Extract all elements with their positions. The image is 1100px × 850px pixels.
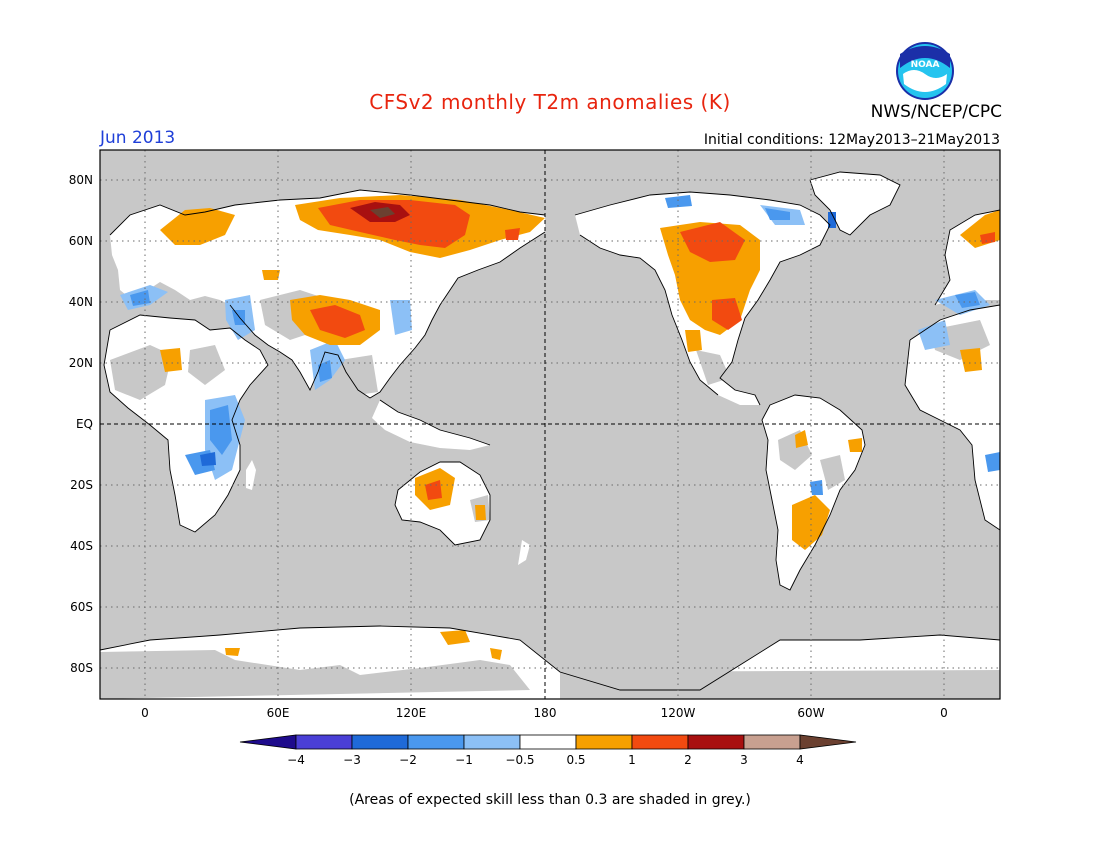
warm-anomaly-mexico [685, 330, 702, 352]
lat-label: EQ [76, 417, 93, 431]
colorbar-tick-label: −4 [287, 753, 305, 767]
colorbar-segment [631, 734, 689, 750]
colorbar-tick-label: −3 [343, 753, 361, 767]
lat-label: 80N [69, 173, 93, 187]
colorbar: −4 −3 −2 −1 −0.5 0.5 1 2 3 4 [239, 734, 857, 767]
colorbar-tick-label: −1 [455, 753, 473, 767]
colorbar-segment [519, 734, 577, 750]
warm-anomaly-tibet-core [310, 305, 365, 338]
colorbar-segment [407, 734, 465, 750]
lon-label: 0 [940, 706, 948, 720]
colorbar-segment [463, 734, 521, 750]
warm-anomaly-argentina [792, 495, 830, 550]
initial-conditions: Initial conditions: 12May2013–21May2013 [703, 132, 1000, 148]
landmass-greenland [810, 172, 900, 235]
colorbar-tick-label: 2 [684, 753, 692, 767]
warm-anomaly-antarctica [440, 630, 470, 645]
lat-label: 80S [70, 661, 93, 675]
colorbar-segment [743, 734, 801, 750]
colorbar-tick-label: −2 [399, 753, 417, 767]
noaa-logo: NOAA [896, 42, 954, 100]
lat-label: 20S [70, 478, 93, 492]
forecast-period: Jun 2013 [100, 128, 176, 148]
warm-anomaly-sahel [160, 348, 182, 372]
graticule [100, 150, 1000, 699]
lon-label: 120E [396, 706, 427, 720]
colorbar-tick-label: 1 [628, 753, 636, 767]
lon-label: 120W [661, 706, 696, 720]
lat-label: 60S [70, 600, 93, 614]
colorbar-segment [351, 734, 409, 750]
lat-label: 40S [70, 539, 93, 553]
warm-anomaly-brazil [795, 430, 808, 448]
landmass-new-zealand [518, 540, 530, 565]
colorbar-segment [575, 734, 633, 750]
chart-title: CFSv2 monthly T2m anomalies (K) [369, 90, 731, 114]
cold-anomaly-china [390, 300, 412, 335]
cold-anomaly-sahara-east [918, 320, 950, 350]
warm-anomaly-australia-east [475, 505, 486, 520]
warm-anomaly-scandinavia [160, 208, 235, 245]
colorbar-segment [239, 734, 297, 750]
landmass-madagascar [246, 460, 256, 490]
colorbar-tick-label: 0.5 [566, 753, 585, 767]
map-frame [99, 149, 1001, 700]
colorbar-segment [799, 734, 857, 750]
skill-footnote: (Areas of expected skill less than 0.3 a… [349, 792, 751, 808]
landmass-maritime-continent [372, 400, 490, 450]
agency-label: NWS/NCEP/CPC [870, 102, 1002, 122]
lon-label: 180 [534, 706, 557, 720]
warm-anomaly-canada-core [680, 222, 745, 262]
lon-label: 0 [141, 706, 149, 720]
colorbar-tick-label: 4 [796, 753, 804, 767]
warm-anomaly-great-lakes [712, 298, 742, 330]
lat-label: 20N [69, 356, 93, 370]
noaa-logo-text: NOAA [911, 60, 940, 70]
colorbar-tick-label: 3 [740, 753, 748, 767]
lon-label: 60E [267, 706, 290, 720]
colorbar-segment [687, 734, 745, 750]
lon-label: 60W [797, 706, 824, 720]
lat-label: 60N [69, 234, 93, 248]
colorbar-segment [295, 734, 353, 750]
lat-label: 40N [69, 295, 93, 309]
colorbar-tick-label: −0.5 [505, 753, 534, 767]
